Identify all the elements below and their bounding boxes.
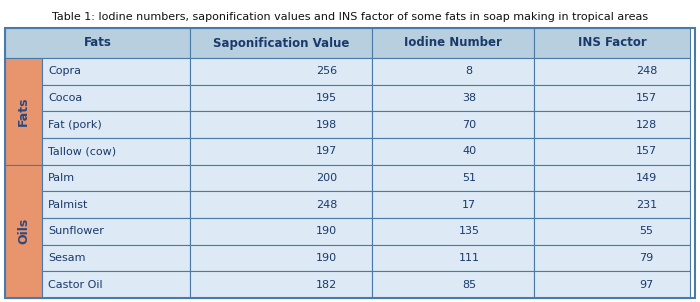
Text: Palmist: Palmist bbox=[48, 200, 88, 210]
Text: INS Factor: INS Factor bbox=[578, 37, 646, 50]
Text: Copra: Copra bbox=[48, 66, 81, 76]
Text: 111: 111 bbox=[458, 253, 480, 263]
Text: 70: 70 bbox=[462, 120, 476, 130]
Bar bbox=[190, 111, 372, 138]
Bar bbox=[42, 245, 190, 271]
Text: 85: 85 bbox=[462, 280, 476, 290]
Text: Fats: Fats bbox=[83, 37, 111, 50]
Bar bbox=[190, 165, 372, 191]
Bar bbox=[42, 218, 190, 245]
Bar bbox=[534, 165, 690, 191]
Bar bbox=[5, 58, 42, 165]
Text: 8: 8 bbox=[466, 66, 472, 76]
Text: 197: 197 bbox=[316, 146, 337, 156]
Bar bbox=[42, 85, 190, 111]
Text: 182: 182 bbox=[316, 280, 337, 290]
Text: 248: 248 bbox=[636, 66, 657, 76]
Text: Fat (pork): Fat (pork) bbox=[48, 120, 102, 130]
Bar bbox=[190, 191, 372, 218]
Bar bbox=[534, 191, 690, 218]
Bar bbox=[534, 111, 690, 138]
Text: Cocoa: Cocoa bbox=[48, 93, 83, 103]
Text: 40: 40 bbox=[462, 146, 476, 156]
Text: 198: 198 bbox=[316, 120, 337, 130]
Bar bbox=[372, 111, 534, 138]
Bar bbox=[5, 28, 190, 58]
Text: 79: 79 bbox=[639, 253, 653, 263]
Bar bbox=[534, 28, 690, 58]
Bar bbox=[372, 271, 534, 298]
Text: 149: 149 bbox=[636, 173, 657, 183]
Text: 231: 231 bbox=[636, 200, 657, 210]
Bar bbox=[5, 165, 42, 298]
Bar bbox=[42, 271, 190, 298]
Bar bbox=[190, 218, 372, 245]
Bar bbox=[372, 58, 534, 85]
Bar bbox=[190, 138, 372, 165]
Bar bbox=[190, 245, 372, 271]
Bar bbox=[190, 85, 372, 111]
Text: Tallow (cow): Tallow (cow) bbox=[48, 146, 116, 156]
Text: Palm: Palm bbox=[48, 173, 75, 183]
Bar bbox=[190, 58, 372, 85]
Bar bbox=[42, 191, 190, 218]
Bar bbox=[534, 138, 690, 165]
Bar bbox=[534, 85, 690, 111]
Bar bbox=[534, 218, 690, 245]
Bar bbox=[42, 165, 190, 191]
Text: 128: 128 bbox=[636, 120, 657, 130]
Text: 248: 248 bbox=[316, 200, 337, 210]
Text: Castor Oil: Castor Oil bbox=[48, 280, 103, 290]
Bar bbox=[190, 271, 372, 298]
Bar bbox=[534, 271, 690, 298]
Text: 97: 97 bbox=[639, 280, 653, 290]
Text: 38: 38 bbox=[462, 93, 476, 103]
Text: 256: 256 bbox=[316, 66, 337, 76]
Text: 195: 195 bbox=[316, 93, 337, 103]
Bar bbox=[372, 218, 534, 245]
Bar bbox=[42, 58, 190, 85]
Text: 200: 200 bbox=[316, 173, 337, 183]
Text: Saponification Value: Saponification Value bbox=[213, 37, 349, 50]
Bar bbox=[534, 245, 690, 271]
Text: 51: 51 bbox=[462, 173, 476, 183]
Bar bbox=[534, 58, 690, 85]
Text: Fats: Fats bbox=[17, 97, 30, 126]
Bar bbox=[190, 28, 372, 58]
Bar bbox=[372, 191, 534, 218]
Text: 190: 190 bbox=[316, 226, 337, 236]
Text: Sesam: Sesam bbox=[48, 253, 85, 263]
Text: 157: 157 bbox=[636, 146, 657, 156]
Bar bbox=[42, 138, 190, 165]
Text: Iodine Number: Iodine Number bbox=[404, 37, 502, 50]
Text: Sunflower: Sunflower bbox=[48, 226, 104, 236]
Bar bbox=[5, 28, 695, 298]
Bar bbox=[372, 28, 534, 58]
Text: Oils: Oils bbox=[17, 218, 30, 244]
Text: 55: 55 bbox=[639, 226, 653, 236]
Bar bbox=[372, 138, 534, 165]
Text: 190: 190 bbox=[316, 253, 337, 263]
Text: Table 1: Iodine numbers, saponification values and INS factor of some fats in so: Table 1: Iodine numbers, saponification … bbox=[52, 12, 648, 22]
Bar bbox=[42, 111, 190, 138]
Bar bbox=[372, 165, 534, 191]
Bar bbox=[372, 245, 534, 271]
Bar bbox=[372, 85, 534, 111]
Text: 135: 135 bbox=[458, 226, 480, 236]
Text: 157: 157 bbox=[636, 93, 657, 103]
Text: 17: 17 bbox=[462, 200, 476, 210]
